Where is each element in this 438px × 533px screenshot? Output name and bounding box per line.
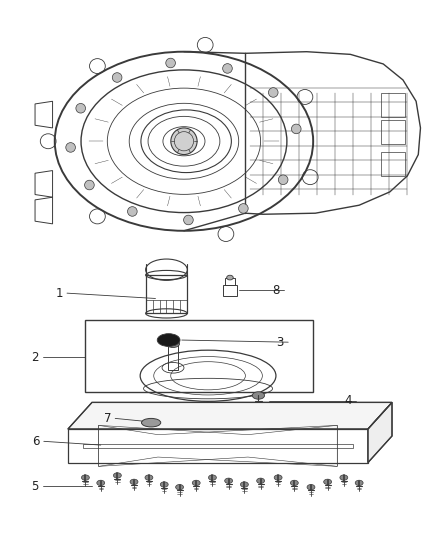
Bar — [145, 275, 187, 313]
Ellipse shape — [324, 479, 332, 484]
Ellipse shape — [171, 128, 197, 155]
Ellipse shape — [227, 275, 233, 280]
Ellipse shape — [85, 180, 94, 190]
Ellipse shape — [223, 63, 232, 73]
Text: 7: 7 — [103, 412, 111, 425]
Polygon shape — [68, 402, 392, 429]
Ellipse shape — [268, 87, 278, 97]
Ellipse shape — [340, 475, 348, 480]
Ellipse shape — [278, 175, 288, 184]
Ellipse shape — [291, 124, 301, 134]
Bar — [168, 344, 178, 370]
Ellipse shape — [81, 475, 89, 480]
Polygon shape — [368, 402, 392, 463]
Text: 4: 4 — [344, 394, 352, 407]
Ellipse shape — [166, 340, 180, 348]
Ellipse shape — [130, 479, 138, 484]
Ellipse shape — [176, 484, 184, 490]
Ellipse shape — [257, 478, 265, 483]
Ellipse shape — [112, 72, 122, 82]
Ellipse shape — [66, 143, 75, 152]
Ellipse shape — [113, 473, 121, 478]
Ellipse shape — [240, 482, 248, 487]
Ellipse shape — [76, 103, 85, 113]
Text: 3: 3 — [277, 336, 284, 349]
Bar — [223, 285, 237, 296]
Text: 8: 8 — [272, 284, 279, 297]
Ellipse shape — [127, 207, 137, 216]
Bar — [226, 278, 235, 285]
Ellipse shape — [141, 418, 161, 427]
Ellipse shape — [97, 480, 105, 486]
Ellipse shape — [208, 475, 216, 480]
Bar — [85, 320, 313, 392]
Ellipse shape — [192, 480, 200, 486]
Ellipse shape — [160, 482, 168, 487]
Ellipse shape — [274, 475, 282, 480]
Ellipse shape — [252, 392, 265, 399]
Text: 5: 5 — [32, 480, 39, 492]
Ellipse shape — [157, 334, 180, 346]
Ellipse shape — [166, 58, 175, 68]
Text: 2: 2 — [31, 351, 39, 364]
Text: 1: 1 — [55, 287, 63, 300]
Ellipse shape — [225, 478, 233, 483]
Bar — [381, 120, 405, 144]
Ellipse shape — [307, 484, 315, 490]
Ellipse shape — [145, 475, 153, 480]
Ellipse shape — [290, 480, 298, 486]
Bar — [381, 93, 405, 117]
Ellipse shape — [239, 204, 248, 213]
Ellipse shape — [355, 480, 363, 486]
Bar — [381, 152, 405, 176]
Ellipse shape — [184, 215, 193, 225]
Text: 6: 6 — [32, 435, 40, 448]
